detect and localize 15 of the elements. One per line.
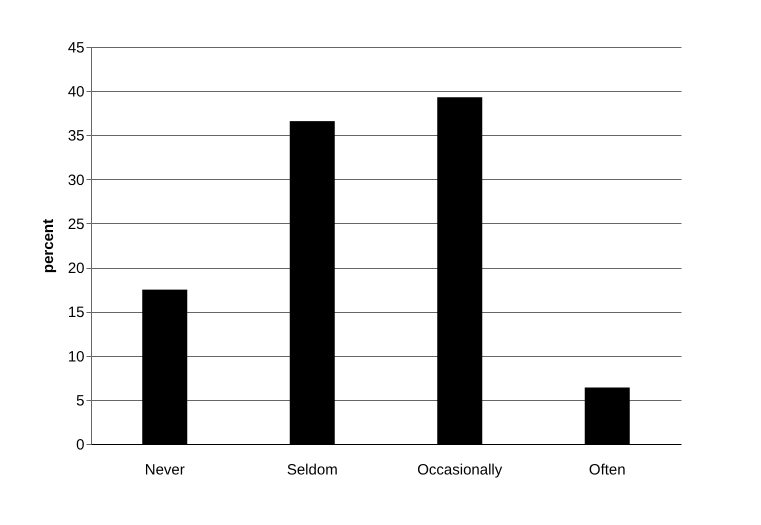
x-tick-label: Occasionally xyxy=(417,462,503,478)
y-tick-label: 25 xyxy=(68,216,84,233)
y-tick-label: 10 xyxy=(68,348,84,366)
x-tick-label: Seldom xyxy=(286,462,338,478)
y-tick-label: 45 xyxy=(68,40,84,56)
y-tick-label: 5 xyxy=(76,392,84,410)
x-tick-label: Often xyxy=(588,462,626,478)
y-tick-label: 0 xyxy=(76,436,84,454)
y-tick-label: 40 xyxy=(68,84,84,101)
y-tick-label: 35 xyxy=(68,128,84,145)
y-tick-label: 30 xyxy=(68,172,84,189)
y-tick-label: 15 xyxy=(68,304,84,322)
x-tick-label: Never xyxy=(144,462,185,478)
y-axis-title: percent xyxy=(40,218,57,274)
y-tick-label: 20 xyxy=(68,260,84,278)
